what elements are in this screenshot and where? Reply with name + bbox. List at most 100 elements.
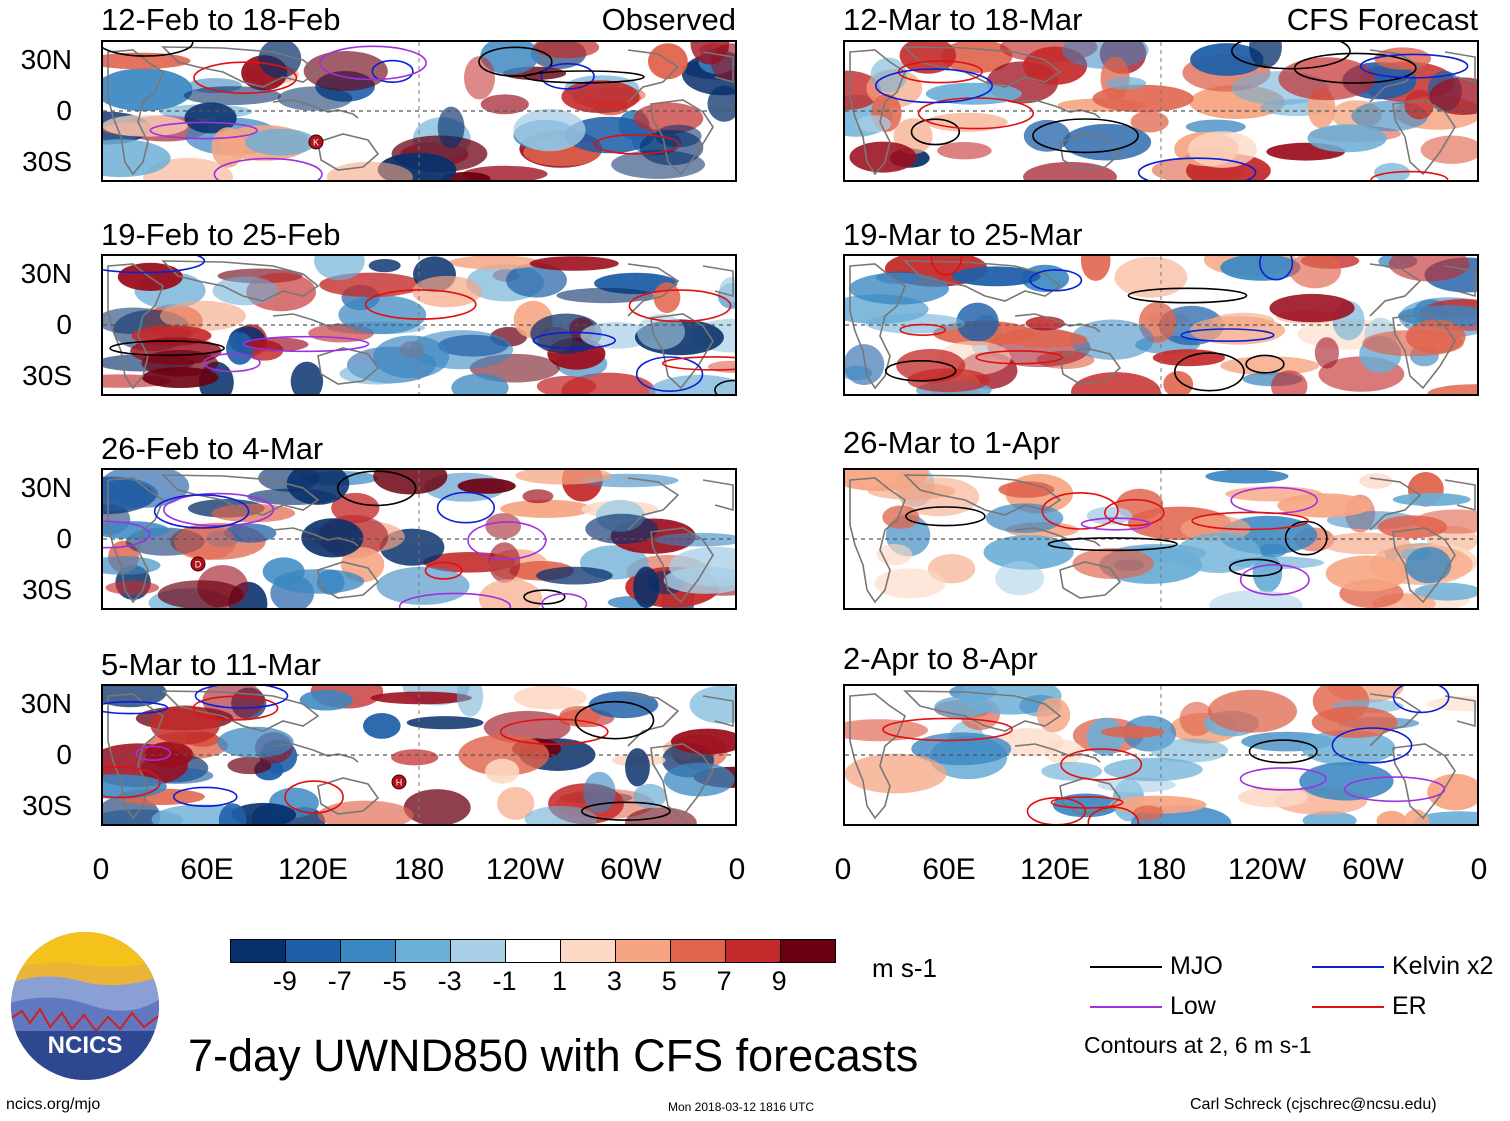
lat-label: 30S: [22, 790, 72, 821]
anomaly-blob: [480, 94, 529, 115]
contour: [628, 289, 732, 323]
anomaly-blob: [376, 566, 470, 605]
anomaly-blob: [451, 373, 509, 394]
contour: [319, 45, 427, 81]
anomaly-blob: [373, 470, 448, 495]
anomaly-blob: [1307, 124, 1387, 153]
lon-label: 60E: [180, 853, 234, 886]
lon-label: 120E: [1019, 853, 1091, 886]
anomaly-blob: [1023, 161, 1117, 180]
lon-label: 60W: [1342, 853, 1404, 886]
wave-contours: [905, 486, 1328, 596]
coastline: [849, 49, 906, 176]
colorbar-swatch: [231, 940, 286, 962]
colorbar-swatch: [671, 940, 726, 962]
anomaly-map: [843, 684, 1479, 826]
anomaly-blob: [588, 691, 659, 719]
anomaly-blob: [1205, 470, 1289, 484]
anomaly-blob: [985, 503, 1064, 533]
anomaly-blob: [998, 481, 1055, 498]
anomaly-blob: [896, 348, 966, 383]
panel-title: 12-Feb to 18-Feb: [101, 2, 341, 37]
lat-label: 30N: [20, 258, 72, 289]
coastline: [317, 777, 380, 815]
anomaly-blob: [1163, 371, 1194, 394]
contour: [364, 289, 477, 320]
colorbar-swatch: [451, 940, 506, 962]
anomaly-blob: [303, 51, 388, 91]
anomaly-blob: [105, 580, 160, 595]
lon-label: 60W: [600, 853, 662, 886]
panel-title: 26-Feb to 4-Mar: [101, 431, 324, 466]
anomaly-blob: [951, 266, 1041, 287]
anomaly-blob: [1152, 349, 1225, 367]
coastline: [107, 49, 164, 176]
anomaly-map: [101, 254, 737, 396]
anomaly-map: [843, 468, 1479, 610]
anomaly-blob: [226, 332, 254, 365]
anomaly-blob: [1404, 89, 1434, 120]
anomaly-blob: [370, 691, 472, 705]
coastline: [1392, 99, 1456, 176]
contour: [153, 494, 250, 529]
anomaly-blob: [1301, 729, 1396, 766]
footer-url[interactable]: ncics.org/mjo: [6, 1096, 101, 1113]
anomaly-blob: [524, 805, 598, 824]
anomaly-map: [843, 254, 1479, 396]
anomaly-blob: [1269, 293, 1355, 323]
anomaly-blob: [689, 686, 735, 724]
coastline: [161, 690, 320, 732]
lat-label: 0: [56, 739, 72, 770]
lat-label: 30N: [20, 688, 72, 719]
contour: [1103, 498, 1165, 527]
legend-line-low: [1090, 1006, 1162, 1008]
coastline: [1392, 743, 1456, 820]
contour: [523, 589, 566, 605]
anomaly-blob: [103, 521, 169, 539]
anomaly-blob: [848, 272, 949, 305]
anomaly-map: [843, 40, 1479, 182]
anomaly-blob: [406, 716, 484, 730]
anomaly-blob: [513, 686, 587, 710]
contour: [635, 356, 704, 393]
coastline: [650, 99, 714, 176]
contour: [905, 506, 986, 527]
anomaly-blob: [1023, 119, 1071, 152]
contour: [371, 59, 414, 83]
anomaly-blob: [1114, 256, 1188, 298]
panel-tag-forecast: CFS Forecast: [1286, 2, 1478, 37]
contour: [242, 335, 370, 353]
anomaly-blob: [1314, 337, 1339, 369]
coastline: [272, 313, 359, 333]
anomaly-blob: [1045, 739, 1084, 765]
continent-outlines: [107, 260, 734, 390]
contour: [103, 520, 151, 549]
contour: [1245, 354, 1285, 374]
anomaly-blob: [899, 42, 956, 74]
anomaly-blob: [485, 513, 522, 539]
anomaly-blob: [983, 535, 1074, 570]
colorbar-tick-label: 9: [771, 966, 787, 996]
panel-title: 19-Feb to 25-Feb: [101, 217, 341, 252]
colorbar-units: m s-1: [872, 953, 937, 983]
continent-outlines: [849, 46, 1476, 176]
anomaly-blob: [856, 115, 892, 133]
anomaly-blob: [258, 470, 320, 492]
contour: [574, 700, 655, 740]
contour: [1032, 118, 1139, 154]
colorbar-swatch: [506, 940, 561, 962]
contour: [1127, 287, 1248, 304]
lat-label: 30S: [22, 146, 72, 177]
anomaly-blob: [633, 783, 667, 809]
anomaly-blob: [1249, 42, 1282, 69]
lon-label: 180: [1135, 853, 1187, 886]
anomaly-blob: [326, 161, 413, 180]
anomaly-blob: [1071, 372, 1161, 394]
anomaly-blob: [1189, 316, 1286, 345]
storm-label: H: [396, 778, 403, 788]
panel-title: 19-Mar to 25-Mar: [843, 217, 1083, 252]
logo-text: NCICS: [48, 1032, 123, 1059]
anomaly-blob: [1220, 356, 1320, 376]
anomaly-blob: [1063, 123, 1152, 161]
anomaly-blob: [141, 349, 219, 377]
